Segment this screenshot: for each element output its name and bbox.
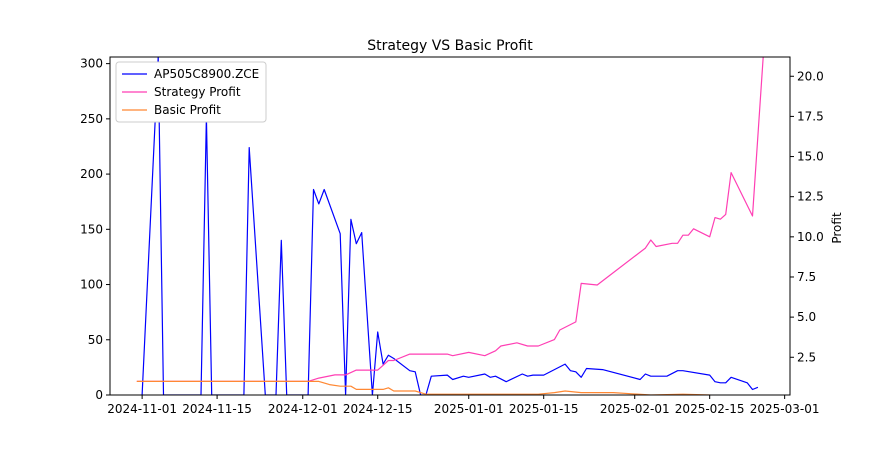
y-left-tick-label: 0 — [95, 388, 103, 402]
legend-label-ap505: AP505C8900.ZCE — [154, 67, 259, 81]
right-axis-label: Profit — [830, 212, 844, 244]
y-right-tick-label: 17.5 — [797, 109, 824, 123]
y-left-tick-label: 50 — [88, 333, 103, 347]
y-left-tick-label: 150 — [80, 222, 103, 236]
x-tick-label: 2025-02-01 — [600, 402, 670, 416]
y-right-tick-label: 7.5 — [797, 270, 816, 284]
y-right-tick-label: 5.0 — [797, 310, 816, 324]
series-line-basic-profit — [136, 380, 714, 395]
axes: 2024-11-01 2024-11-15 2024-12-01 2024-12-15… — [80, 56, 824, 416]
y-left-tick-label: 250 — [80, 112, 103, 126]
x-tick-label: 2024-12-15 — [343, 402, 413, 416]
plot-frame — [109, 56, 791, 396]
y-right-tick-label: 2.5 — [797, 350, 816, 364]
chart-title: Strategy VS Basic Profit — [367, 38, 533, 54]
legend: AP505C8900.ZCE Strategy Profit Basic Pro… — [115, 61, 267, 123]
y-right-tick-label: 12.5 — [797, 190, 824, 204]
legend-label-basic: Basic Profit — [154, 103, 221, 117]
x-tick-label: 2024-11-01 — [107, 402, 177, 416]
series-line-strategy-profit — [136, 57, 764, 382]
series-line-ap505c8900-zce — [141, 57, 759, 395]
y-left-tick-label: 300 — [80, 57, 103, 71]
x-tick-label: 2024-11-15 — [182, 402, 252, 416]
y-left-tick-label: 200 — [80, 167, 103, 181]
x-tick-label: 2025-01-15 — [509, 402, 579, 416]
y-left-tick-label: 100 — [80, 278, 103, 292]
series-lines — [136, 57, 764, 395]
x-tick-label: 2024-12-01 — [268, 402, 338, 416]
legend-box — [115, 61, 267, 123]
y-right-tick-label: 20.0 — [797, 69, 824, 83]
y-right-tick-label: 10.0 — [797, 230, 824, 244]
x-tick-label: 2025-01-01 — [434, 402, 504, 416]
x-tick-label: 2025-02-15 — [675, 402, 745, 416]
y-right-tick-label: 15.0 — [797, 150, 824, 164]
x-tick-label: 2025-03-01 — [750, 402, 820, 416]
legend-label-strategy: Strategy Profit — [154, 85, 241, 99]
